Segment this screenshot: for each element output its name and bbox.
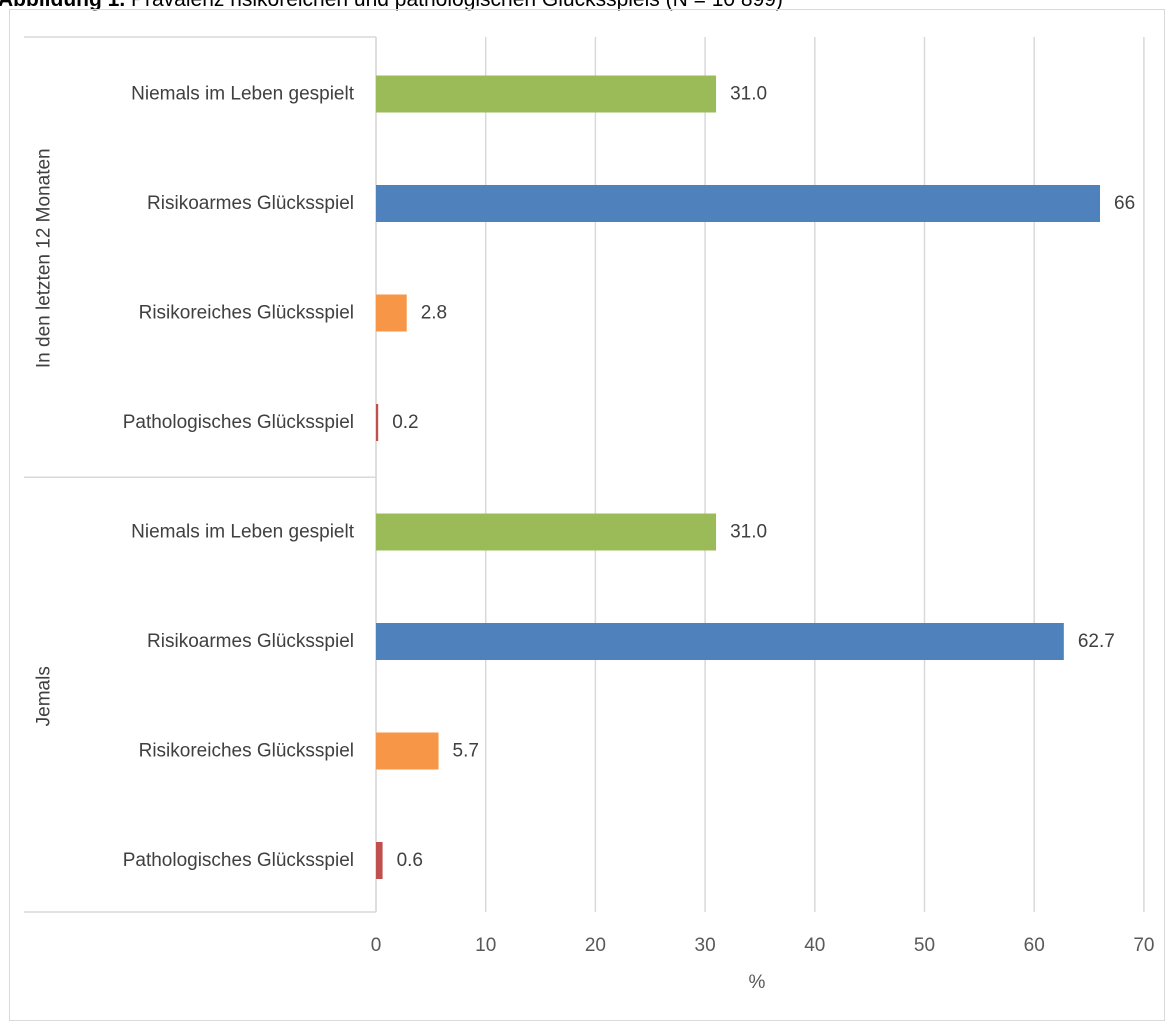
group-label: In den letzten 12 Monaten <box>34 148 55 368</box>
data-label: 31.0 <box>730 84 767 105</box>
bar <box>376 623 1064 660</box>
category-label: Risikoarmes Glücksspiel <box>147 631 354 652</box>
x-tick-label: 0 <box>371 935 382 956</box>
gridlines <box>375 37 1145 912</box>
bar <box>376 732 439 770</box>
category-label: Niemals im Leben gespielt <box>131 84 355 105</box>
x-axis-title: % <box>749 972 766 993</box>
x-tick-label: 40 <box>804 935 825 956</box>
x-tick-label: 20 <box>585 935 606 956</box>
group-label: Jemals <box>34 666 55 726</box>
chart-title-text: Prävalenz risikoreichen und pathologisch… <box>125 0 783 11</box>
category-label: Pathologisches Glücksspiel <box>123 850 354 871</box>
x-tick-label: 70 <box>1133 935 1154 956</box>
bars <box>376 75 1101 879</box>
bar <box>376 294 407 332</box>
data-label: 2.8 <box>421 303 447 324</box>
bar <box>376 513 717 551</box>
bar <box>376 404 379 441</box>
data-label: 0.6 <box>397 850 423 871</box>
bar <box>376 75 717 113</box>
x-tick-label: 60 <box>1024 935 1045 956</box>
figure-border <box>9 9 1165 1021</box>
category-label: Risikoarmes Glücksspiel <box>147 193 354 214</box>
data-label: 62.7 <box>1078 631 1115 652</box>
data-label: 5.7 <box>453 741 479 762</box>
chart-frame <box>9 9 1165 1021</box>
bar <box>376 842 383 879</box>
category-label: Risikoreiches Glücksspiel <box>139 741 354 762</box>
chart-title-bold: Abbildung 1. <box>0 0 125 11</box>
category-label: Niemals im Leben gespielt <box>131 522 355 543</box>
bar <box>376 185 1101 222</box>
x-tick-label: 50 <box>914 935 935 956</box>
data-label: 66 <box>1114 193 1135 214</box>
category-label: Pathologisches Glücksspiel <box>123 412 354 433</box>
x-tick-label: 30 <box>695 935 716 956</box>
data-label: 31.0 <box>730 522 767 543</box>
x-tick-label: 10 <box>475 935 496 956</box>
category-label: Risikoreiches Glücksspiel <box>139 303 354 324</box>
chart-title: Abbildung 1. Prävalenz risikoreichen und… <box>0 0 783 11</box>
data-label: 0.2 <box>392 412 418 433</box>
labels: 0 10 20 30 40 50 60 70 In den letzten 12 Monaten… <box>34 84 1155 957</box>
